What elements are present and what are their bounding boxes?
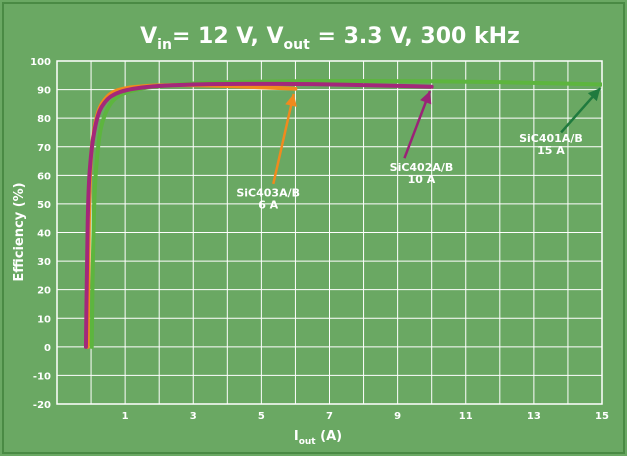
y-tick-label: 10: [37, 314, 51, 325]
x-tick-label: 11: [459, 411, 473, 422]
y-tick-label: 70: [37, 143, 51, 154]
x-tick-label: 13: [527, 411, 541, 422]
grid-lines: [56, 60, 603, 405]
annotations: SiC401A/B15 A SiC402A/B10 A SiC403A/B6 A: [236, 87, 602, 211]
y-tick-label: 0: [44, 343, 51, 354]
y-tick-label: 30: [37, 257, 51, 268]
x-tick-label: 3: [190, 411, 197, 422]
y-tick-label: 90: [37, 86, 51, 97]
x-axis-label: Iout (A): [294, 429, 342, 447]
x-tick-label: 1: [122, 411, 129, 422]
title-tail: = 3.3 V, 300 kHz: [310, 24, 520, 49]
annotation-arrowhead: [285, 93, 297, 107]
annotation-label: 6 A: [258, 198, 278, 211]
annotation-arrow-shaft: [272, 93, 295, 185]
annotation-label: SiC403A/B: [236, 186, 300, 199]
x-tick-label: 15: [595, 411, 609, 422]
annotation-label: 10 A: [408, 173, 436, 186]
plot-border: [56, 60, 603, 405]
x-tick-label: 5: [258, 411, 265, 422]
series-lines: [83, 79, 602, 349]
y-tick-label: 80: [37, 114, 51, 125]
title-v-in: V: [140, 24, 157, 49]
annotation-1: SiC401A/B15 A: [519, 87, 602, 157]
chart-border: [2, 2, 625, 454]
annotation-label: SiC402A/B: [390, 161, 454, 174]
y-tick-label: 60: [37, 171, 51, 182]
y-axis-label: Efficiency (%): [12, 182, 27, 281]
annotation-label: 15 A: [537, 144, 565, 157]
title-sub-in: in: [157, 37, 172, 53]
y-tick-label: 20: [37, 286, 51, 297]
annotation-3: SiC403A/B6 A: [236, 93, 300, 211]
y-tick-label: 100: [30, 57, 51, 68]
y-tick-label: 40: [37, 229, 51, 240]
y-tick-label: -10: [33, 371, 51, 382]
series-line-3: [83, 81, 434, 349]
y-tick-label: 50: [37, 200, 51, 211]
annotation-arrowhead: [587, 88, 601, 102]
x-tick-label: 7: [326, 411, 333, 422]
annotation-label: SiC401A/B: [519, 132, 583, 145]
xlabel-sub: out: [299, 437, 317, 447]
title-sub-out: out: [284, 37, 311, 53]
x-tick-label: 9: [394, 411, 401, 422]
chart-title: Vin= 12 V, Vout = 3.3 V, 300 kHz: [140, 24, 520, 53]
title-mid: = 12 V, V: [172, 24, 284, 49]
xlabel-tail: (A): [316, 429, 342, 444]
xlabel-main: I: [294, 429, 299, 444]
x-tick-labels: 1 3 5 7 9 11 13 15: [122, 411, 609, 422]
annotation-2: SiC402A/B10 A: [390, 90, 454, 186]
y-tick-label: -20: [33, 400, 51, 411]
annotation-arrowhead: [420, 91, 432, 105]
